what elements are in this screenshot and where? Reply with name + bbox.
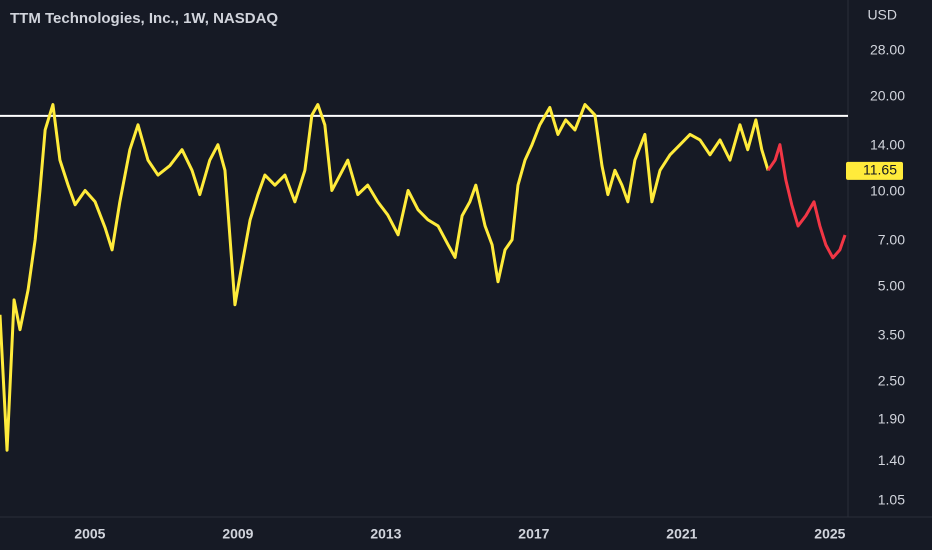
- x-tick-label: 2021: [666, 526, 697, 542]
- last-price-badge: [846, 161, 903, 180]
- y-tick-label: 7.00: [878, 231, 905, 247]
- y-tick-label: 10.00: [870, 183, 905, 199]
- x-tick-label: 2005: [74, 526, 105, 542]
- y-tick-label: 1.40: [878, 452, 905, 468]
- x-tick-label: 2009: [222, 526, 253, 542]
- last-price-label: 11.65: [863, 162, 897, 178]
- y-axis-label: USD: [867, 7, 897, 23]
- x-tick-label: 2025: [814, 526, 845, 542]
- y-tick-label: 3.50: [878, 327, 905, 343]
- x-tick-label: 2013: [370, 526, 401, 542]
- x-tick-label: 2017: [518, 526, 549, 542]
- y-tick-label: 5.00: [878, 278, 905, 294]
- price-line: [766, 143, 847, 260]
- y-tick-label: 1.05: [878, 492, 905, 508]
- y-tick-label: 28.00: [870, 41, 905, 57]
- price-line: [0, 103, 770, 452]
- chart-title: TTM Technologies, Inc., 1W, NASDAQ: [10, 10, 278, 27]
- y-tick-label: 2.50: [878, 373, 905, 389]
- y-tick-label: 20.00: [870, 87, 905, 103]
- y-tick-label: 14.00: [870, 136, 905, 152]
- y-tick-label: 1.90: [878, 410, 905, 426]
